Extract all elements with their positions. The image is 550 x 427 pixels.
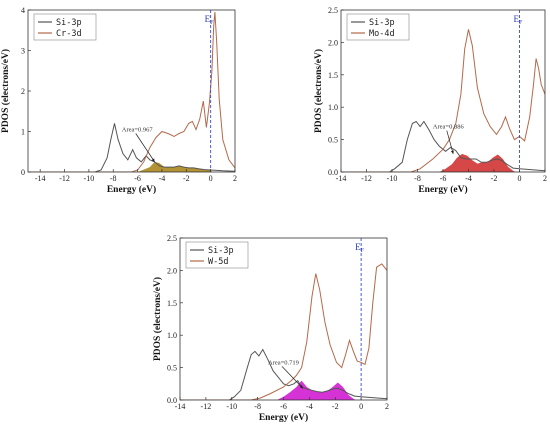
x-axis-label: Energy (eV)	[107, 184, 156, 195]
plot-area	[180, 263, 387, 400]
x-tick-label: -14	[35, 174, 46, 183]
y-tick-label: 0.5	[328, 136, 338, 145]
y-tick-label: 0.0	[328, 168, 338, 177]
fermi-label: EF	[205, 14, 215, 26]
y-tick-label: 1	[21, 128, 25, 137]
series-line-mo-4d	[341, 29, 545, 172]
x-tick-label: -12	[201, 402, 212, 411]
x-tick-label: -6	[440, 174, 447, 183]
annotation-arrowhead	[299, 385, 303, 389]
x-tick-label: -2	[332, 402, 339, 411]
x-tick-label: -12	[361, 174, 372, 183]
y-tick-label: 2.0	[167, 266, 177, 275]
series-line-si-3p	[180, 348, 387, 400]
y-tick-label: 2.0	[328, 38, 338, 47]
x-tick-label: -2	[183, 174, 190, 183]
fermi-label-sub: F	[519, 20, 523, 26]
annotation-arrow	[281, 366, 304, 389]
series-line-w-5d	[180, 263, 387, 400]
x-tick-label: -6	[134, 174, 141, 183]
annotation-arrow	[446, 130, 454, 154]
annotation-arrowhead	[151, 158, 155, 162]
x-tick-label: 2	[543, 174, 547, 183]
fermi-label: EF	[514, 14, 524, 26]
x-tick-label: -14	[336, 174, 347, 183]
legend-label: W-5d	[208, 257, 228, 267]
legend-label: Si-3p	[56, 18, 82, 28]
shaded-area	[277, 380, 356, 400]
x-tick-label: -10	[84, 174, 95, 183]
y-axis-label: PDOS (electrons/eV)	[313, 49, 324, 133]
x-tick-label: -8	[110, 174, 117, 183]
x-axis-label: Energy (eV)	[259, 412, 308, 423]
y-tick-label: 1.0	[328, 103, 338, 112]
x-tick-label: -10	[226, 402, 237, 411]
area-annotation: Area=0.719	[268, 359, 299, 366]
x-tick-label: -4	[159, 174, 166, 183]
shaded-area	[137, 161, 212, 172]
x-tick-label: -14	[175, 402, 186, 411]
legend-label: Si-3p	[369, 18, 395, 28]
series-line-cr-3d	[28, 11, 235, 172]
x-tick-label: 2	[233, 174, 237, 183]
x-axis-label: Energy (eV)	[418, 184, 467, 195]
area-annotation: Area=0.967	[122, 127, 154, 134]
plot-area	[28, 11, 235, 172]
chart-1: EF -14 -12 -10 -8 -6 -4 -2 0 2 0 1 2 3 4 Energy (eV) PDO…	[0, 6, 237, 195]
area-annotation: Area=0.886	[433, 124, 465, 131]
legend-box	[185, 241, 249, 269]
series-line-si-3p	[341, 120, 545, 172]
x-tick-label: 0	[518, 174, 522, 183]
y-tick-label: 1.0	[167, 331, 177, 340]
legend-label: Cr-3d	[56, 29, 82, 39]
x-tick-label: 0	[359, 402, 363, 411]
x-tick-label: -10	[387, 174, 398, 183]
x-tick-label: -2	[491, 174, 498, 183]
fermi-label-sub: F	[361, 248, 365, 254]
x-tick-label: -8	[414, 174, 421, 183]
annotation-arrow	[135, 133, 155, 163]
legend-box	[33, 13, 97, 41]
fermi-label-sub: F	[210, 20, 214, 26]
legend-box	[346, 13, 410, 41]
x-tick-label: -8	[254, 402, 261, 411]
x-tick-label: -6	[280, 402, 287, 411]
annotation-arrowhead	[450, 150, 454, 154]
legend-label: Si-3p	[208, 246, 234, 256]
y-tick-label: 0.0	[167, 396, 177, 405]
chart-2: EF -14 -12 -10 -8 -6 -4 -2 0 2 0.0 0.5 1.0 1.5 2.0 2.5 E…	[313, 6, 547, 195]
y-tick-label: 4	[21, 6, 25, 15]
y-tick-label: 2.5	[167, 234, 177, 243]
y-tick-label: 0.5	[167, 364, 177, 373]
x-tick-label: -4	[465, 174, 472, 183]
x-tick-label: 2	[385, 402, 389, 411]
fermi-label: EF	[355, 242, 365, 254]
x-tick-label: 0	[209, 174, 213, 183]
series-line-si-3p	[28, 123, 235, 172]
y-axis-label: PDOS (electrons/eV)	[0, 49, 11, 133]
y-tick-label: 3	[21, 47, 25, 56]
x-tick-label: -4	[306, 402, 313, 411]
y-tick-label: 2.5	[328, 6, 338, 15]
legend-label: Mo-4d	[369, 29, 395, 39]
y-axis-label: PDOS (electrons/eV)	[152, 277, 163, 361]
y-tick-label: 0	[21, 168, 25, 177]
y-tick-label: 1.5	[328, 71, 338, 80]
x-tick-label: -12	[59, 174, 70, 183]
y-tick-label: 2	[21, 87, 25, 96]
chart-3: EF -14 -12 -10 -8 -6 -4 -2 0 2 0.0 0.5 1.0 1.5 2.0 2.5 E…	[152, 234, 389, 423]
plot-area	[341, 29, 545, 172]
y-tick-label: 1.5	[167, 299, 177, 308]
shaded-area	[439, 153, 516, 172]
